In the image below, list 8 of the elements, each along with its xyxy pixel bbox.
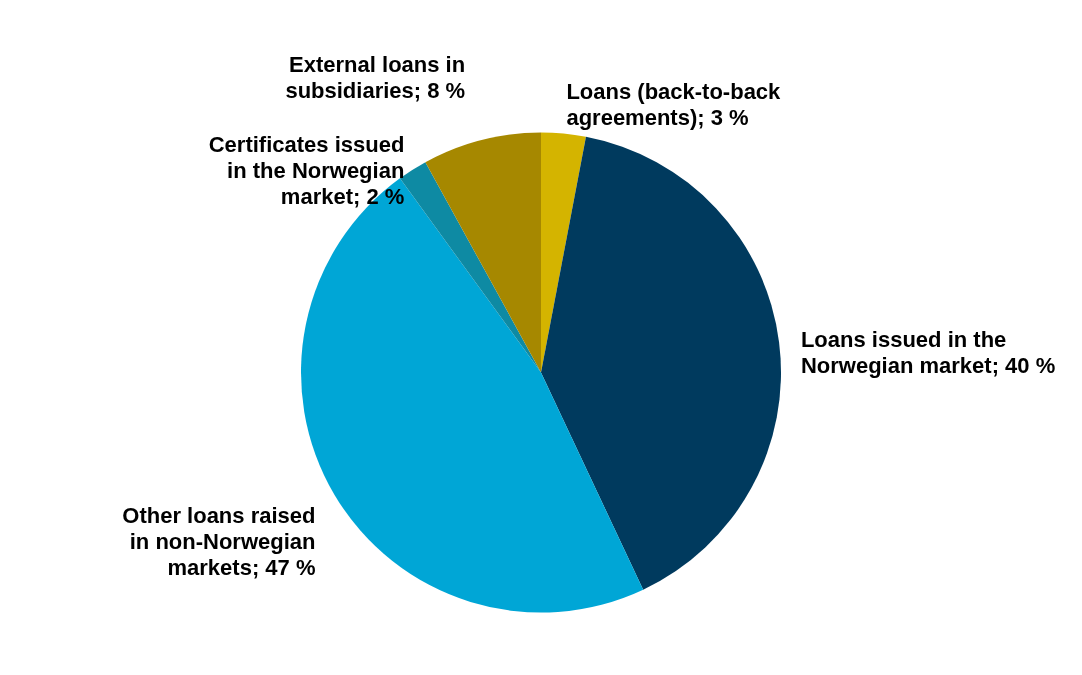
slice-label: Loans (back-to-back agreements); 3 % <box>566 78 782 130</box>
slice-label: Loans issued in the Norwegian market; 40 % <box>800 326 1056 378</box>
pie-slice <box>541 136 781 590</box>
slice-label: Certificates issued in the Norwegian market; 2 % <box>208 132 405 210</box>
slice-label: External loans in subsidiaries; 8 % <box>285 52 466 104</box>
slice-label: Other loans raised in non-Norwegian markets; 47 % <box>122 502 316 580</box>
pie-slice <box>425 132 541 373</box>
pie-slice <box>541 132 586 373</box>
